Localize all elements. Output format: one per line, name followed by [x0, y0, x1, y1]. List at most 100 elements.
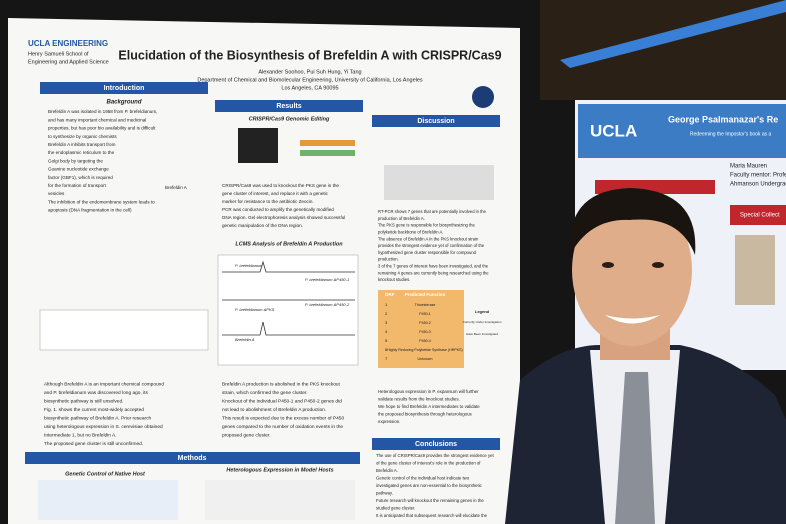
body-line: The inhibition of the endomembrane syste… — [48, 199, 155, 204]
bg-box-label: Special Collect — [740, 213, 780, 219]
logo-line: Engineering and Applied Science — [28, 59, 109, 65]
figure-label: Brefeldin A — [165, 185, 187, 190]
eye — [652, 262, 664, 268]
body-line: the endoplasmic reticulum to the — [48, 150, 115, 155]
body-line: Golgi body by targeting the — [48, 158, 103, 163]
body-line: pathway. — [376, 491, 393, 496]
bg-line: Ahmanson Undergraduate Seminar at the W — [730, 182, 786, 188]
section-heading: Conclusions — [415, 441, 457, 448]
body-line: gene cluster of interest, and replace it… — [222, 191, 329, 196]
body-line: PCR was conducted to amplify the genetic… — [222, 207, 334, 212]
methods-header-bar — [25, 452, 360, 464]
body-line: properties, but has poor bio availabilit… — [48, 126, 156, 131]
table-cell: P450-2 — [419, 321, 431, 325]
body-line: genetic manipulation of the DNA region. — [222, 223, 303, 228]
authors: Alexander Soohoo, Pui Suh Hung, Yi Tang — [258, 69, 361, 75]
body-line: The absence of Brefeldin A in the PKS kn… — [378, 236, 479, 241]
trace-label: P. brefeldianum ΔP450-1 — [305, 277, 349, 282]
table-cell: 2 — [385, 311, 388, 316]
ceiling-light — [560, 0, 786, 68]
eye — [602, 262, 614, 268]
body-line: not lead to abolishment of Brefeldin A p… — [222, 407, 326, 413]
panel-title: Genetic Control of Native Host — [65, 471, 146, 477]
bg-subtitle: Redeeming the Impostor's book as a — [690, 131, 771, 137]
face — [572, 194, 692, 346]
gel-image — [238, 128, 278, 163]
table-header: ORF — [385, 292, 395, 297]
body-line: and P. brefeldianum was discovered long … — [44, 390, 149, 396]
legend-title: Legend — [475, 309, 490, 314]
body-line: Although Brefeldin A is an important che… — [44, 381, 164, 387]
smile — [605, 315, 660, 324]
body-line: 3 of the 7 genes of interest have been i… — [378, 264, 489, 269]
body-line: the proposed biosynthesis through hetero… — [378, 412, 473, 417]
address: Los Angeles, CA 90095 — [281, 85, 338, 91]
body-line: provides the strongest evidence yet of c… — [378, 243, 485, 248]
body-line: Brefeldin A was isolated in 1958 from P.… — [48, 109, 157, 114]
body-line: biosynthetic pathway of Brefeldin A. Pri… — [44, 415, 152, 421]
gene-diagram — [300, 150, 355, 156]
body-line: The proposed gene cluster is still uncon… — [44, 441, 143, 447]
body-line: RT-PCR shows 7 genes that are potentiall… — [378, 209, 487, 214]
section-heading: Methods — [178, 455, 207, 462]
section-heading: Discussion — [417, 118, 454, 125]
body-line: of the gene cluster of interest's role i… — [376, 461, 481, 466]
subheading: Background — [106, 100, 141, 106]
body-line: studied gene cluster. — [376, 506, 415, 511]
body-line: apoptosis (DNA fragmentation in the cell… — [48, 208, 132, 213]
trace-label: P. brefeldianum ΔP450-2 — [305, 302, 350, 307]
lcms-trace — [222, 321, 355, 336]
affiliation: Department of Chemical and Biomolecular … — [197, 77, 423, 83]
body-line: proposed gene cluster. — [222, 432, 271, 438]
body-line: for the formation of transport — [48, 183, 107, 188]
body-line: CRISPR/Cas9 was used to knockout the PKS… — [222, 183, 339, 188]
table-cell: P450-4 — [419, 339, 431, 343]
body-line: using heterologous expression in S. cere… — [44, 424, 163, 430]
panel-title: Heterologous Expression in Model Hosts — [226, 467, 333, 473]
body-line: strain, which confirmed the gene cluster… — [222, 390, 308, 396]
panel-title: LCMS Analysis of Brefeldin A Production — [235, 241, 343, 247]
body-line: Fig. 1. shows the current most-widely ac… — [44, 407, 144, 413]
body-line: Genetic control of the individual host i… — [376, 476, 470, 481]
body-line: validate results from the knockout studi… — [378, 397, 460, 402]
table-cell: Highly Reducing Polyketide Synthase (HRP… — [387, 348, 463, 352]
legend-item: Have Been Investigated — [466, 332, 498, 336]
body-line: Future research will knockout the remain… — [376, 498, 484, 503]
body-line: Brefeldin A production is abolished in t… — [222, 381, 341, 387]
methods-figure — [38, 480, 178, 520]
tie — [615, 372, 655, 524]
body-line: to synthesize by organic chemists — [48, 134, 117, 139]
section-heading: Introduction — [104, 85, 145, 92]
body-line: polyketide backbone of Brefeldin A. — [378, 230, 443, 235]
background-poster-image — [735, 235, 775, 305]
body-line: hypothesized gene cluster responsible fo… — [378, 250, 477, 255]
body-line: expression. — [378, 419, 400, 424]
body-line: This result is expected due to the exces… — [222, 415, 344, 421]
lcms-figure — [217, 254, 359, 366]
table-cell: P450-3 — [419, 330, 431, 334]
trace-label: Brefeldin A — [235, 337, 255, 342]
body-line: It is anticipated that subsequent resear… — [376, 513, 488, 518]
methods-figure — [205, 480, 355, 520]
trace-label: P. brefeldianum — [235, 263, 263, 268]
bg-title: George Psalmanazar's Re — [668, 114, 778, 124]
poster-title: Elucidation of the Biosynthesis of Brefe… — [118, 48, 501, 62]
body-line: production of Brefeldin A. — [378, 216, 425, 221]
background-poster-box — [730, 205, 786, 225]
body-line: remaining 4 genes are currently being re… — [378, 270, 489, 275]
section-heading: Results — [276, 103, 301, 110]
discussion-header-bar — [372, 115, 500, 127]
legend-item: Currently Under Investigation — [463, 320, 502, 324]
table-cell: 7 — [385, 356, 388, 361]
table-cell: Unknown — [418, 357, 433, 361]
bg-logo: UCLA — [590, 121, 637, 140]
body-line: Guanine nucleotide exchange — [48, 167, 109, 172]
body-line: The PKS gene is responsible for biosynth… — [378, 223, 476, 228]
body-line: The use of CRISPR/Cas9 provides the stro… — [376, 453, 495, 458]
lcms-trace — [222, 260, 355, 273]
logo: UCLA ENGINEERING — [28, 39, 108, 48]
bg-line: Faculty mentor: Profes — [730, 173, 786, 179]
body-line: Brefeldin A. — [376, 468, 398, 473]
table-cell: 3 — [385, 320, 388, 325]
